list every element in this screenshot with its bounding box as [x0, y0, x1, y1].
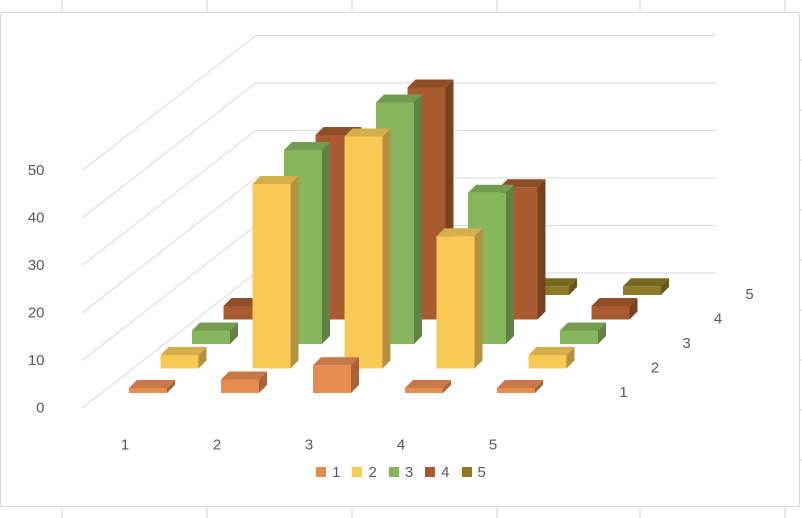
gridline-40	[82, 82, 716, 219]
bar-series-2-cat-3	[344, 128, 391, 369]
depth-tick-label: 5	[745, 286, 753, 303]
bar-series-3-cat-5	[560, 322, 606, 344]
legend-label: 3	[404, 463, 414, 481]
y-tick-label: 50	[28, 162, 45, 179]
depth-tick-label: 4	[714, 311, 722, 328]
bar-series-5-cat-5	[623, 278, 669, 295]
bars	[129, 79, 669, 393]
bar-series-1-cat-4	[405, 380, 451, 393]
bar-series-1-cat-3	[313, 357, 359, 393]
bar-series-2-cat-2	[252, 176, 299, 369]
legend-swatch	[388, 467, 399, 477]
legend-item: 2	[352, 463, 377, 481]
x-tick-label: 1	[121, 437, 129, 454]
depth-tick-label: 1	[619, 384, 627, 401]
axis-labels: 0 10 20 30 40 50 1 2 3 4 5 1 2 3 4 5	[28, 162, 754, 454]
legend-swatch	[461, 467, 472, 477]
bar-series-2-cat-1	[160, 347, 207, 369]
bar-series-1-cat-2	[221, 371, 267, 393]
bar-series-2-cat-5	[528, 347, 575, 369]
bar-series-2-cat-4	[436, 228, 483, 369]
legend-swatch	[352, 467, 363, 477]
x-tick-label: 2	[213, 437, 221, 454]
gridline-20	[82, 177, 716, 314]
y-tick-label: 20	[28, 305, 45, 322]
legend-swatch	[425, 467, 436, 477]
chart-area[interactable]: 0 10 20 30 40 50 1 2 3 4 5 1 2 3 4 5	[0, 12, 800, 507]
bar-series-3-cat-1	[192, 322, 238, 344]
legend: 1 2 3 4 5	[0, 462, 802, 482]
legend-label: 1	[332, 463, 341, 481]
legend-label: 5	[477, 463, 486, 481]
legend-item: 4	[425, 463, 450, 481]
gridline-50	[82, 34, 716, 171]
legend-swatch	[316, 467, 327, 477]
y-tick-label: 10	[28, 352, 45, 369]
x-tick-label: 3	[305, 437, 313, 454]
gridline-30	[82, 129, 716, 266]
y-tick-label: 40	[28, 210, 45, 227]
x-tick-label: 5	[489, 437, 497, 454]
bar-series-1-cat-1	[129, 380, 175, 393]
legend-label: 4	[441, 463, 450, 481]
legend-item: 1	[316, 464, 340, 481]
legend-item: 3	[388, 463, 414, 481]
bar-series-1-cat-5	[497, 380, 543, 393]
x-tick-label: 4	[397, 437, 405, 454]
legend-item: 5	[461, 463, 486, 481]
depth-tick-label: 3	[682, 335, 690, 352]
y-tick-label: 30	[28, 257, 45, 274]
bar-series-4-cat-5	[591, 298, 638, 320]
legend-label: 2	[368, 463, 377, 481]
y-tick-label: 0	[36, 400, 44, 417]
chart-plot: 0 10 20 30 40 50 1 2 3 4 5 1 2 3 4 5	[28, 34, 754, 454]
depth-tick-label: 2	[651, 360, 659, 377]
